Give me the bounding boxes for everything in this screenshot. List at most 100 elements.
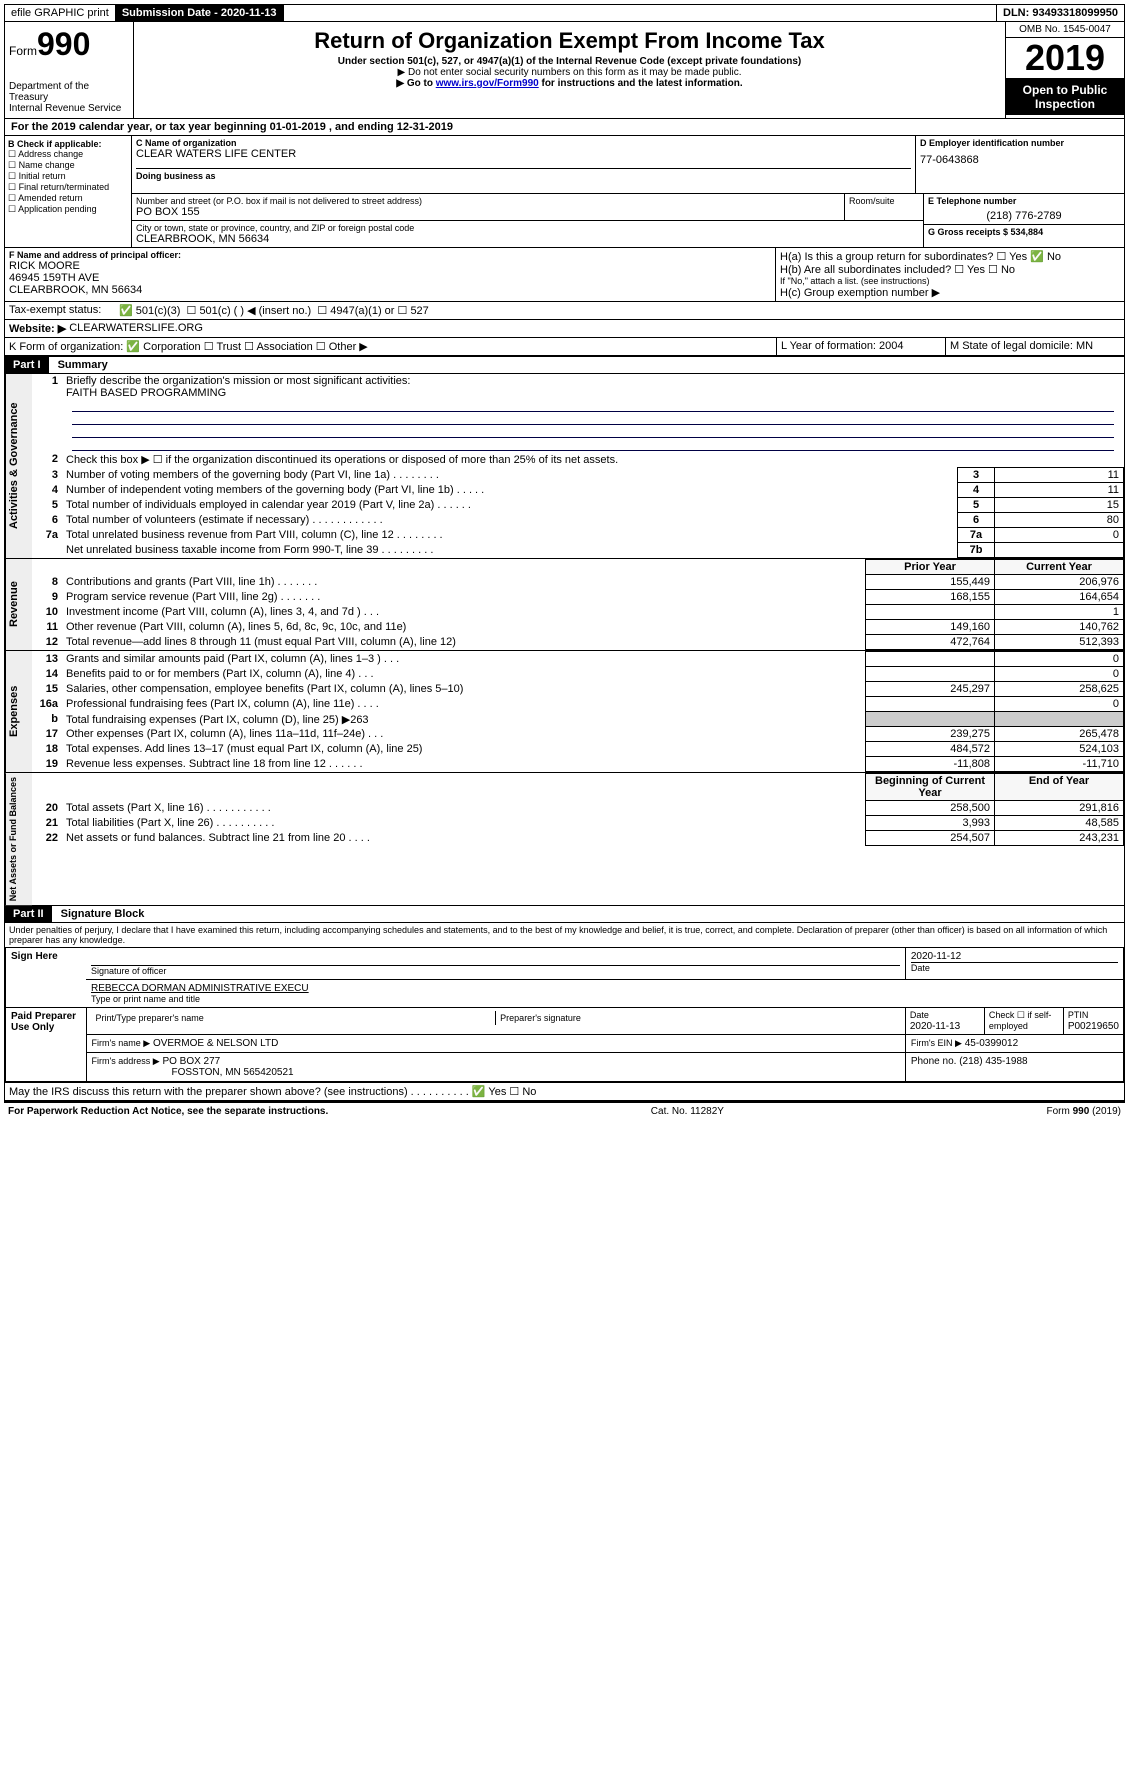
l9-text: Program service revenue (Part VIII, line… <box>62 590 866 605</box>
l8-text: Contributions and grants (Part VIII, lin… <box>62 575 866 590</box>
tax-exempt-row: Tax-exempt status: 501(c)(3) 501(c) ( ) … <box>5 302 1124 320</box>
website-value: CLEARWATERSLIFE.ORG <box>69 322 203 335</box>
irs-link[interactable]: www.irs.gov/Form990 <box>436 78 539 89</box>
l20-current: 291,816 <box>995 801 1124 816</box>
ptin-value: P00219650 <box>1068 1021 1119 1032</box>
efile-label[interactable]: efile GRAPHIC print <box>5 5 116 21</box>
form-990-big: 990 <box>37 26 90 62</box>
l21-current: 48,585 <box>995 816 1124 831</box>
l9-current: 164,654 <box>995 590 1124 605</box>
chk-address-change[interactable]: Address change <box>8 149 128 160</box>
chk-final-return[interactable]: Final return/terminated <box>8 182 128 193</box>
l15-text: Salaries, other compensation, employee b… <box>62 682 866 697</box>
vtab-expenses: Expenses <box>5 651 32 772</box>
klm-row: K Form of organization: Corporation Trus… <box>5 338 1124 356</box>
l11-current: 140,762 <box>995 620 1124 635</box>
discuss-row: May the IRS discuss this return with the… <box>5 1082 1124 1100</box>
discuss-no[interactable]: No <box>509 1086 536 1098</box>
l19-current: -11,710 <box>995 757 1124 772</box>
chk-other[interactable]: Other ▶ <box>316 341 368 353</box>
l11-prior: 149,160 <box>866 620 995 635</box>
dba-label: Doing business as <box>136 171 911 181</box>
part1-title: Summary <box>52 357 114 373</box>
l1-label: Briefly describe the organization's miss… <box>66 375 410 387</box>
current-year-hdr: Current Year <box>995 560 1124 575</box>
chk-initial-return[interactable]: Initial return <box>8 171 128 182</box>
hb-no[interactable]: No <box>988 264 1015 276</box>
signature-table: Sign Here Signature of officer 2020-11-1… <box>5 947 1124 1082</box>
top-toolbar: efile GRAPHIC print Submission Date - 20… <box>4 4 1125 22</box>
part2-header: Part II Signature Block <box>5 905 1124 923</box>
typed-name: REBECCA DORMAN ADMINISTRATIVE EXECU <box>91 983 1118 994</box>
firm-addr: PO BOX 277 <box>162 1056 220 1067</box>
form-subtitle: Under section 501(c), 527, or 4947(a)(1)… <box>138 56 1001 67</box>
l12-current: 512,393 <box>995 635 1124 650</box>
chk-name-change[interactable]: Name change <box>8 160 128 171</box>
ha-no[interactable]: No <box>1030 251 1061 263</box>
l14-prior <box>866 667 995 682</box>
part2-title: Signature Block <box>55 906 151 922</box>
l16a-prior <box>866 697 995 712</box>
l4-text: Number of independent voting members of … <box>62 483 958 498</box>
dept-treasury: Department of the Treasury <box>9 81 129 103</box>
discuss-text: May the IRS discuss this return with the… <box>9 1086 469 1098</box>
prep-date-label: Date <box>910 1010 929 1020</box>
sig-date: 2020-11-12 <box>911 951 1118 962</box>
room-label: Room/suite <box>849 196 919 206</box>
l22-current: 243,231 <box>995 831 1124 846</box>
chk-4947[interactable]: 4947(a)(1) or <box>317 304 394 317</box>
officer-name: RICK MOORE <box>9 260 771 272</box>
l14-text: Benefits paid to or for members (Part IX… <box>62 667 866 682</box>
l11-text: Other revenue (Part VIII, column (A), li… <box>62 620 866 635</box>
l2-text: Check this box ▶ ☐ if the organization d… <box>62 452 1124 468</box>
chk-assoc[interactable]: Association <box>244 341 313 353</box>
l5-text: Total number of individuals employed in … <box>62 498 958 513</box>
identity-block: B Check if applicable: Address change Na… <box>5 136 1124 248</box>
chk-application-pending[interactable]: Application pending <box>8 204 128 215</box>
addr-label: Number and street (or P.O. box if mail i… <box>136 196 840 206</box>
l12-text: Total revenue—add lines 8 through 11 (mu… <box>62 635 866 650</box>
l18-prior: 484,572 <box>866 742 995 757</box>
firm-name: OVERMOE & NELSON LTD <box>153 1038 278 1049</box>
discuss-yes[interactable]: Yes <box>472 1086 507 1098</box>
chk-501c3[interactable]: 501(c)(3) <box>119 304 180 317</box>
l7a-value: 0 <box>995 528 1124 543</box>
hc-label: H(c) Group exemption number ▶ <box>780 286 1120 299</box>
chk-527[interactable]: 527 <box>398 304 429 317</box>
org-name: CLEAR WATERS LIFE CENTER <box>136 148 911 160</box>
l13-prior <box>866 652 995 667</box>
l19-prior: -11,808 <box>866 757 995 772</box>
officer-group-block: F Name and address of principal officer:… <box>5 248 1124 302</box>
chk-amended[interactable]: Amended return <box>8 193 128 204</box>
i-label: Tax-exempt status: <box>9 304 119 317</box>
chk-corp[interactable]: Corporation <box>126 341 200 353</box>
l20-prior: 258,500 <box>866 801 995 816</box>
street-address: PO BOX 155 <box>136 206 840 218</box>
l6-text: Total number of volunteers (estimate if … <box>62 513 958 528</box>
l14-current: 0 <box>995 667 1124 682</box>
page-footer: For Paperwork Reduction Act Notice, see … <box>4 1101 1125 1120</box>
mission-text: FAITH BASED PROGRAMMING <box>66 387 226 399</box>
form-header: Form990 Department of the Treasury Inter… <box>5 22 1124 119</box>
b-label: B Check if applicable: <box>8 139 128 149</box>
part1-header: Part I Summary <box>5 356 1124 374</box>
self-employed-check[interactable]: Check ☐ if self-employed <box>985 1008 1064 1034</box>
l17-current: 265,478 <box>995 727 1124 742</box>
l7b-value <box>995 543 1124 558</box>
l17-text: Other expenses (Part IX, column (A), lin… <box>62 727 866 742</box>
l20-text: Total assets (Part X, line 16) . . . . .… <box>62 801 866 816</box>
chk-trust[interactable]: Trust <box>204 341 241 353</box>
l17-prior: 239,275 <box>866 727 995 742</box>
l22-text: Net assets or fund balances. Subtract li… <box>62 831 866 846</box>
year-formation: L Year of formation: 2004 <box>777 338 946 355</box>
hb-yes[interactable]: Yes <box>954 264 985 276</box>
city-value: CLEARBROOK, MN 56634 <box>136 233 919 245</box>
chk-501c[interactable]: 501(c) ( ) ◀ (insert no.) <box>187 304 312 317</box>
perjury-text: Under penalties of perjury, I declare th… <box>5 923 1124 947</box>
f-label: F Name and address of principal officer: <box>9 250 771 260</box>
h-a: H(a) Is this a group return for subordin… <box>780 250 1120 263</box>
city-label: City or town, state or province, country… <box>136 223 919 233</box>
l8-current: 206,976 <box>995 575 1124 590</box>
prior-year-hdr: Prior Year <box>866 560 995 575</box>
ha-yes[interactable]: Yes <box>996 251 1027 263</box>
